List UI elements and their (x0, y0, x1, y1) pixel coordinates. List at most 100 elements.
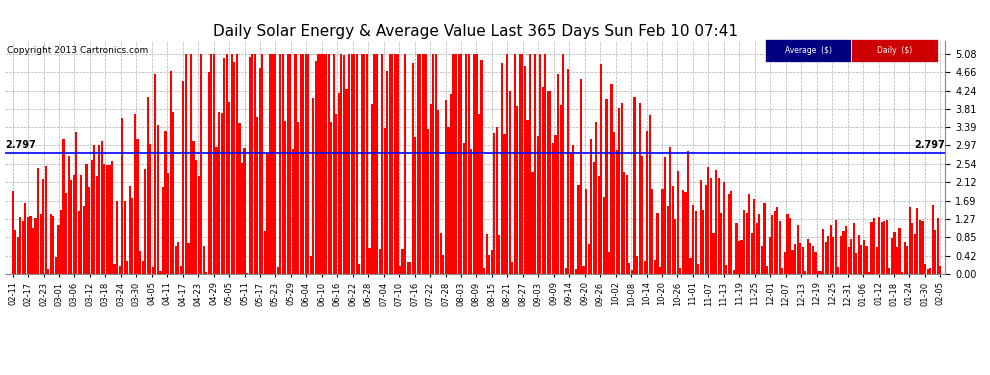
Bar (394, 54, 396, 274)
Bar (736, 223, 738, 274)
Bar (355, 54, 357, 274)
Bar (835, 220, 837, 274)
Bar (906, 246, 908, 274)
Bar (878, 217, 880, 274)
Bar (467, 54, 470, 274)
Bar (226, 54, 228, 274)
Bar (779, 220, 781, 274)
Bar (177, 242, 179, 274)
Bar (409, 262, 411, 274)
Bar (274, 54, 276, 274)
Bar (443, 255, 445, 274)
Bar (875, 248, 878, 274)
Bar (603, 196, 605, 274)
Bar (692, 205, 694, 274)
Bar (164, 131, 166, 274)
Bar (373, 54, 375, 274)
Bar (198, 176, 200, 274)
Bar (705, 185, 707, 274)
Bar (674, 219, 676, 274)
Bar (251, 54, 253, 274)
Bar (195, 160, 197, 274)
Bar (575, 268, 577, 274)
FancyBboxPatch shape (765, 39, 851, 62)
Bar (80, 175, 82, 274)
Bar (551, 143, 554, 274)
Bar (282, 54, 284, 274)
Bar (611, 84, 613, 274)
Bar (402, 249, 404, 274)
Bar (587, 244, 590, 274)
Bar (368, 248, 370, 274)
Bar (511, 262, 513, 274)
Bar (519, 54, 521, 274)
Bar (65, 193, 67, 274)
Bar (276, 267, 279, 274)
Bar (509, 91, 511, 274)
Bar (30, 216, 32, 274)
Bar (422, 54, 424, 274)
Bar (671, 186, 674, 274)
Bar (534, 54, 537, 274)
Bar (174, 246, 177, 274)
Bar (807, 240, 809, 274)
Bar (863, 240, 865, 274)
Bar (817, 271, 819, 274)
Bar (761, 246, 763, 274)
Bar (234, 62, 236, 274)
Bar (904, 242, 906, 274)
Bar (514, 54, 516, 274)
Bar (310, 256, 312, 274)
Bar (567, 69, 569, 274)
Bar (870, 222, 872, 274)
Bar (236, 54, 238, 274)
Text: 2.797: 2.797 (5, 140, 36, 150)
Bar (883, 221, 885, 274)
Bar (187, 243, 189, 274)
Bar (822, 230, 825, 274)
Bar (432, 54, 435, 274)
Bar (62, 139, 64, 274)
Bar (407, 262, 409, 274)
Bar (833, 237, 835, 274)
Bar (648, 116, 650, 274)
Bar (154, 74, 156, 274)
Bar (618, 108, 621, 274)
Bar (559, 105, 561, 274)
Bar (347, 54, 350, 274)
Bar (312, 98, 315, 274)
Bar (182, 81, 184, 274)
Bar (287, 54, 289, 274)
Bar (773, 211, 776, 274)
Bar (284, 121, 286, 274)
Bar (279, 54, 281, 274)
Bar (924, 264, 926, 274)
Bar (644, 261, 645, 274)
Bar (480, 60, 483, 274)
Bar (771, 215, 773, 274)
Bar (572, 144, 574, 274)
Bar (868, 272, 870, 274)
Bar (320, 54, 322, 274)
Bar (473, 54, 475, 274)
Bar (223, 58, 226, 274)
Bar (888, 267, 890, 274)
Bar (417, 54, 419, 274)
Bar (85, 164, 87, 274)
Bar (378, 249, 381, 274)
Bar (129, 186, 131, 274)
Bar (90, 160, 93, 274)
Bar (447, 127, 449, 274)
Bar (935, 230, 937, 274)
Text: Copyright 2013 Cartronics.com: Copyright 2013 Cartronics.com (7, 46, 148, 55)
Bar (825, 242, 827, 274)
Bar (626, 175, 628, 274)
Bar (682, 190, 684, 274)
Bar (554, 135, 556, 274)
Bar (830, 225, 832, 274)
Bar (496, 127, 498, 274)
Bar (815, 252, 817, 274)
Bar (642, 156, 644, 274)
Bar (221, 112, 223, 274)
Bar (17, 237, 19, 274)
